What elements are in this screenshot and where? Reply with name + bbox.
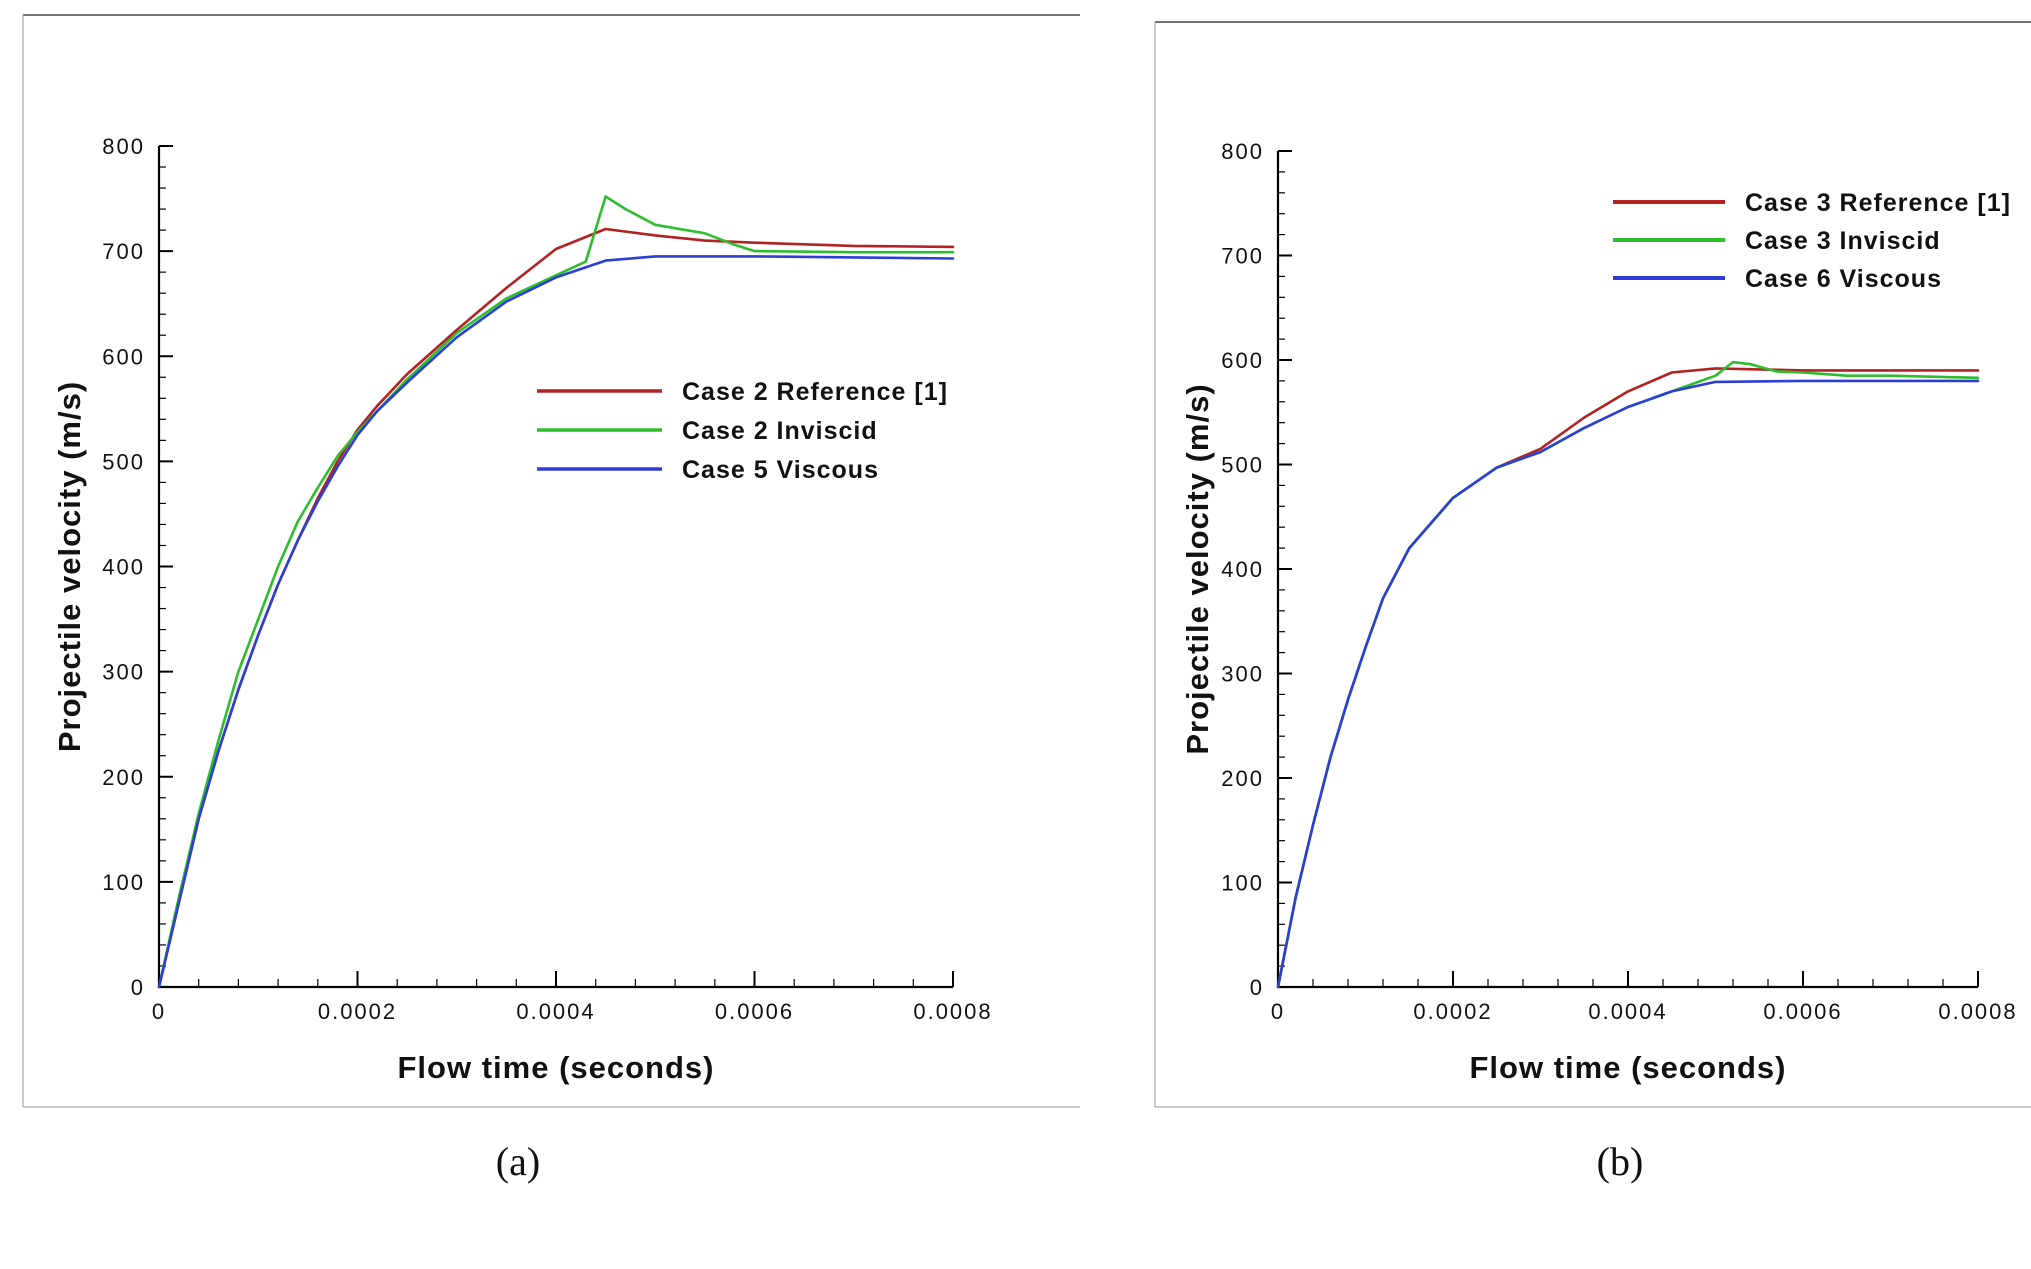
panel-b-y-axis-label: Projectile velocity (m/s) [1180, 383, 1215, 754]
panel-a-y-tick-label: 500 [102, 449, 145, 474]
panel-a-x-axis-label: Flow time (seconds) [398, 1050, 715, 1085]
panel-b-y-tick-label: 700 [1221, 244, 1264, 269]
panel-a-legend-label-1: Case 2 Reference [1] [682, 378, 948, 406]
panel-b-legend-label-1: Case 3 Reference [1] [1745, 189, 2011, 217]
panel-a-y-tick-label: 300 [102, 660, 145, 685]
panel-b-legend-label-3: Case 6 Viscous [1745, 265, 1942, 293]
panel-b: 0 100 200 300 400 500 600 700 800 0 0.0002 0.0004 0.… [1154, 21, 2031, 1184]
panel-a-x-tick-label: 0.0006 [715, 999, 794, 1024]
panel-b-x-tick-label: 0.0006 [1763, 999, 1842, 1024]
plot-a: 0 100 200 300 400 500 600 700 800 0 0.0002 0.0004 0.… [52, 134, 992, 1085]
panel-b-x-tick-label: 0 [1271, 999, 1285, 1024]
panel-a: 0 100 200 300 400 500 600 700 800 0 0.0002 0.0004 0.… [22, 14, 1080, 1184]
panel-b-y-tick-label: 600 [1221, 348, 1264, 373]
panel-b-series-line-1 [1276, 367, 1980, 989]
panel-b-x-axis-label: Flow time (seconds) [1470, 1050, 1787, 1085]
panel-a-y-tick-label: 400 [102, 555, 145, 580]
panel-b-series-line-3 [1276, 379, 1980, 989]
panel-b-legend-label-2: Case 3 Inviscid [1745, 227, 1941, 255]
panel-a-series-line-1 [157, 227, 955, 989]
panel-a-x-tick-label: 0 [152, 999, 166, 1024]
panel-b-caption: (b) [1597, 1139, 1644, 1184]
panel-b-y-tick-label: 200 [1221, 766, 1264, 791]
panel-a-legend-label-3: Case 5 Viscous [682, 456, 879, 484]
panel-b-y-tick-label: 400 [1221, 557, 1264, 582]
panel-b-x-tick-label: 0.0002 [1413, 999, 1492, 1024]
panel-a-y-tick-label: 200 [102, 765, 145, 790]
panel-b-x-tick-label: 0.0008 [1938, 999, 2017, 1024]
panel-a-caption: (a) [496, 1139, 540, 1184]
panel-b-y-tick-label: 300 [1221, 662, 1264, 687]
panel-a-x-tick-label: 0.0002 [318, 999, 397, 1024]
panel-b-y-tick-label: 100 [1221, 871, 1264, 896]
plot-b: 0 100 200 300 400 500 600 700 800 0 0.0002 0.0004 0.… [1180, 139, 2017, 1085]
panel-a-x-tick-label: 0.0004 [516, 999, 595, 1024]
panel-a-y-tick-label: 700 [102, 239, 145, 264]
panel-a-series-line-2 [157, 195, 955, 989]
panel-b-y-tick-label: 0 [1250, 975, 1264, 1000]
panel-b-series-line-2 [1276, 360, 1980, 989]
panel-a-y-axis-label: Projectile velocity (m/s) [52, 381, 87, 752]
panel-a-y-tick-label: 0 [131, 975, 145, 1000]
panel-a-y-tick-label: 100 [102, 870, 145, 895]
panel-a-legend-label-2: Case 2 Inviscid [682, 417, 878, 445]
panel-a-x-tick-label: 0.0008 [913, 999, 992, 1024]
panel-b-y-tick-label: 800 [1221, 139, 1264, 164]
panel-b-y-tick-label: 500 [1221, 453, 1264, 478]
panel-b-x-tick-label: 0.0004 [1588, 999, 1667, 1024]
panel-a-y-tick-label: 800 [102, 134, 145, 159]
panel-a-y-tick-label: 600 [102, 344, 145, 369]
panel-a-series-line-3 [157, 255, 955, 989]
